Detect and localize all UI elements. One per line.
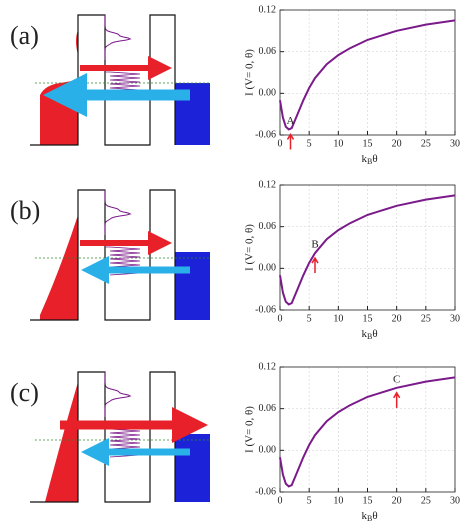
x-tick-label: 15 <box>363 313 373 324</box>
resonance <box>104 190 132 235</box>
x-axis-label-part: θ <box>372 510 377 522</box>
y-tick-label: 0.12 <box>259 4 277 15</box>
left-reservoir <box>40 215 78 320</box>
y-tick-label: -0.06 <box>255 486 276 497</box>
y-tick-label: 0.06 <box>259 221 277 232</box>
x-axis-label: kBθ <box>362 153 378 166</box>
right-reservoir <box>175 434 210 502</box>
schematic: (a) <box>10 14 210 146</box>
x-tick-label: 5 <box>307 313 312 324</box>
y-tick-label: 0.12 <box>259 179 277 190</box>
x-tick-label: 30 <box>450 138 460 149</box>
y-axis-label: I (V= 0, θ) <box>244 406 256 453</box>
x-tick-label: 20 <box>392 313 402 324</box>
annotation-arrow <box>393 391 401 408</box>
line-series <box>279 376 456 488</box>
barriers <box>30 371 176 503</box>
line-series <box>279 19 456 131</box>
x-tick-label: 0 <box>278 495 283 506</box>
left-reservoir <box>40 30 78 145</box>
x-tick-label: 25 <box>421 495 431 506</box>
x-axis-label-part: θ <box>372 328 377 340</box>
x-tick-label: 20 <box>392 138 402 149</box>
left-reservoir <box>45 382 78 502</box>
x-tick-label: 0 <box>278 313 283 324</box>
y-tick-label: 0.00 <box>259 88 277 99</box>
x-tick-label: 10 <box>333 313 343 324</box>
annotation-arrow <box>286 132 295 150</box>
x-tick-label: 15 <box>363 138 373 149</box>
y-tick-label: 0.00 <box>259 445 277 456</box>
plot-frame <box>279 184 456 311</box>
x-axis-label-part: B <box>367 514 372 523</box>
panel-label: (b) <box>10 196 40 225</box>
y-axis-label: I (V= 0, θ) <box>244 49 256 96</box>
y-tick-label: 0.12 <box>259 361 277 372</box>
line-series <box>279 194 456 306</box>
y-tick-label: 0.00 <box>259 263 277 274</box>
plot-frame <box>279 9 456 136</box>
resonance <box>104 15 132 60</box>
x-axis-label-part: k <box>362 510 368 522</box>
x-tick-label: 5 <box>307 495 312 506</box>
x-tick-label: 0 <box>278 138 283 149</box>
schematic: (c) <box>10 371 210 503</box>
plot-frame <box>279 366 456 493</box>
annotation-label: B <box>311 239 318 251</box>
y-tick-label: -0.06 <box>255 304 276 315</box>
x-tick-label: 20 <box>392 495 402 506</box>
x-tick-label: 25 <box>421 138 431 149</box>
resonance <box>104 372 132 417</box>
annotation-arrow <box>311 256 319 274</box>
x-tick-label: 5 <box>307 138 312 149</box>
panel-label: (a) <box>10 21 39 50</box>
x-axis-label: kBθ <box>362 328 378 341</box>
x-axis-label-part: θ <box>372 153 377 165</box>
x-tick-label: 25 <box>421 313 431 324</box>
x-tick-label: 30 <box>450 495 460 506</box>
x-axis-label-part: B <box>367 157 372 166</box>
x-axis-label-part: k <box>362 328 368 340</box>
x-tick-label: 30 <box>450 313 460 324</box>
x-tick-label: 15 <box>363 495 373 506</box>
x-axis-label-part: k <box>362 153 368 165</box>
schematic: (b) <box>10 189 210 321</box>
x-tick-label: 10 <box>333 495 343 506</box>
annotation-label: A <box>287 115 295 127</box>
y-axis-label: I (V= 0, θ) <box>244 224 256 271</box>
annotation-label: C <box>393 373 400 385</box>
x-axis-label-part: B <box>367 332 372 341</box>
y-tick-label: 0.06 <box>259 403 277 414</box>
barriers <box>30 189 176 321</box>
right-reservoir <box>175 252 210 320</box>
panel-label: (c) <box>10 378 39 407</box>
x-tick-label: 10 <box>333 138 343 149</box>
y-tick-label: 0.06 <box>259 46 277 57</box>
x-axis-label: kBθ <box>362 510 378 523</box>
y-tick-label: -0.06 <box>255 129 276 140</box>
